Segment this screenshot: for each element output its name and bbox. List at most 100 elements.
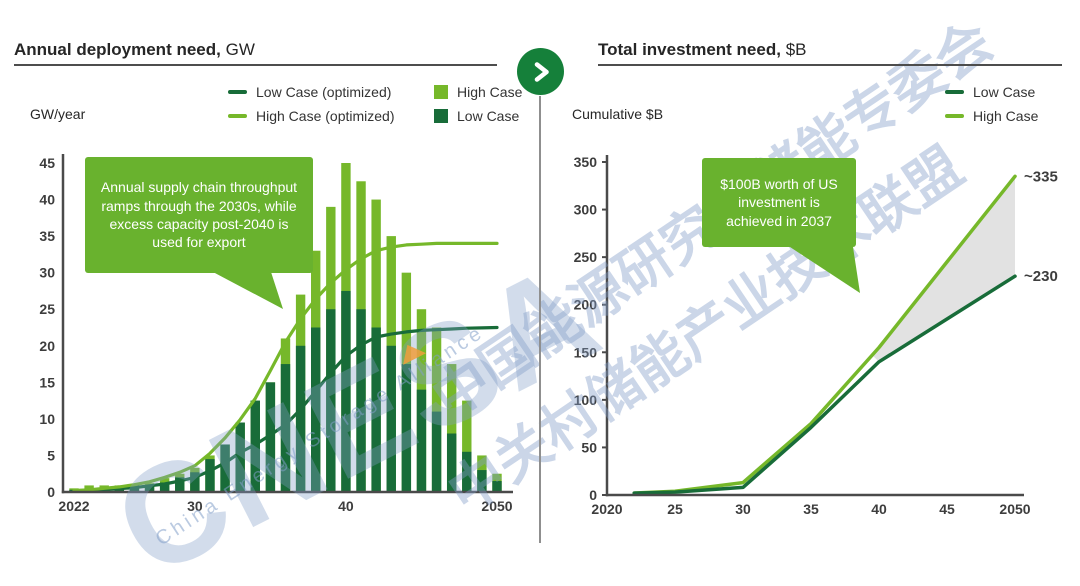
y-tick-label: 20 [39, 338, 55, 354]
right-title-rule [598, 64, 1062, 66]
low-case-bar [446, 433, 457, 492]
low-case-bar [220, 444, 230, 492]
y-tick-label: 30 [39, 265, 55, 281]
callout-tail [213, 272, 283, 309]
low-case-bar [356, 309, 366, 492]
low-case-bar [386, 345, 396, 492]
panel-divider [539, 96, 541, 543]
low-case-bar [280, 364, 291, 492]
x-tick-label: 2022 [58, 498, 89, 514]
low-case-bar [416, 389, 427, 492]
series-end-label: ~230 [1024, 268, 1058, 285]
low-case-bar [205, 459, 215, 492]
y-tick-label: 35 [39, 228, 55, 244]
legend-item-low-case: Low Case [945, 84, 1038, 100]
x-tick-label: 2020 [591, 501, 622, 517]
left-chart-title: Annual deployment need, GW [14, 40, 255, 60]
y-tick-label: 40 [39, 192, 55, 208]
legend-item-high-case: High Case [945, 108, 1038, 124]
right-chart-legend: Low Case High Case [945, 80, 1038, 128]
next-circle [517, 48, 564, 95]
legend-dash-icon [945, 90, 964, 94]
low-case-bar [129, 487, 140, 492]
investment-callout: $100B worth of US investment is achieved… [702, 158, 856, 247]
low-case-optimized-line [72, 325, 499, 493]
y-tick-label: 5 [47, 447, 55, 463]
low-case-bar [144, 485, 155, 492]
y-tick-label: 150 [574, 344, 598, 360]
right-chart-title-unit: $B [785, 40, 807, 59]
x-tick-label: 30 [735, 501, 751, 517]
high-case-bar [446, 364, 457, 492]
low-case-bar [265, 382, 276, 492]
investment-callout-text: $100B worth of US investment is achieved… [720, 175, 838, 229]
low-case-bar [235, 422, 245, 492]
legend-dash-icon [228, 114, 247, 118]
low-case-bar [326, 309, 336, 492]
x-tick-label: 25 [667, 501, 683, 517]
legend-label: Low Case [973, 84, 1036, 100]
x-tick-label: 45 [939, 501, 955, 517]
right-chart-title: Total investment need, $B [598, 40, 806, 60]
low-case-bar [462, 451, 472, 492]
x-tick-label: 2050 [999, 501, 1030, 517]
legend-item-high-case-optimized: High Case (optimized) [228, 108, 434, 124]
legend-label: Low Case [457, 108, 520, 124]
low-case-bar [311, 327, 321, 492]
legend-item-high-case: High Case [434, 84, 522, 100]
x-tick-label: 40 [338, 498, 354, 514]
low-case-bar [492, 481, 502, 492]
total-investment-chart: 0 50 100 150 200 250 300 350 2020 25 30 35 40 45 2050 ~… [574, 154, 1058, 517]
legend-item-low-case: Low Case [434, 108, 522, 124]
y-tick-label: 0 [589, 487, 597, 503]
low-case-bar [431, 411, 442, 492]
high-case-optimized-line [72, 241, 499, 493]
legend-label: High Case [457, 84, 523, 100]
low-case-bar [341, 290, 351, 492]
left-y-axis-unit: GW/year [30, 106, 86, 122]
low-case-bar [477, 470, 487, 492]
legend-square-icon [434, 109, 448, 123]
legend-dash-icon [945, 114, 964, 118]
y-tick-label: 300 [574, 202, 598, 218]
legend-dash-icon [228, 90, 247, 94]
y-tick-label: 350 [574, 154, 598, 170]
high-case-bar [431, 327, 442, 492]
y-tick-label: 15 [39, 374, 55, 390]
high-case-bar [462, 400, 472, 492]
right-y-axis-unit: Cumulative $B [572, 106, 664, 122]
y-tick-label: 0 [47, 484, 55, 500]
y-tick-label: 45 [39, 155, 55, 171]
low-case-bar [295, 345, 306, 492]
low-case-bar [175, 477, 185, 492]
low-case-bar [159, 482, 170, 492]
chevron-right-icon [534, 61, 549, 82]
annual-deployment-chart: 0 5 10 15 20 25 30 35 40 45 2022 30 40 2050 [39, 154, 513, 514]
legend-item-low-case-optimized: Low Case (optimized) [228, 84, 434, 100]
legend-square-icon [434, 85, 448, 99]
supply-chain-callout-text: Annual supply chain throughput ramps thr… [100, 179, 298, 251]
x-tick-label: 35 [803, 501, 819, 517]
legend-label: Low Case (optimized) [256, 84, 392, 100]
x-tick-label: 30 [187, 498, 203, 514]
x-tick-label: 2050 [481, 498, 512, 514]
y-tick-label: 25 [39, 301, 55, 317]
y-tick-label: 250 [574, 249, 598, 265]
low-case-bar [190, 472, 200, 492]
left-chart-title-unit: GW [225, 40, 255, 59]
low-case-bar [371, 327, 381, 492]
x-tick-label: 40 [871, 501, 887, 517]
right-chart-title-bold: Total investment need, [598, 40, 781, 59]
series-end-label: ~335 [1024, 168, 1058, 185]
y-tick-label: 200 [574, 297, 598, 313]
supply-chain-callout: Annual supply chain throughput ramps thr… [85, 157, 313, 273]
y-tick-label: 100 [574, 392, 598, 408]
legend-label: High Case (optimized) [256, 108, 395, 124]
left-chart-title-bold: Annual deployment need, [14, 40, 221, 59]
low-case-line [632, 274, 1017, 495]
legend-label: High Case [973, 108, 1039, 124]
y-tick-label: 10 [39, 411, 55, 427]
y-tick-label: 50 [581, 439, 597, 455]
low-case-bar [401, 364, 412, 492]
